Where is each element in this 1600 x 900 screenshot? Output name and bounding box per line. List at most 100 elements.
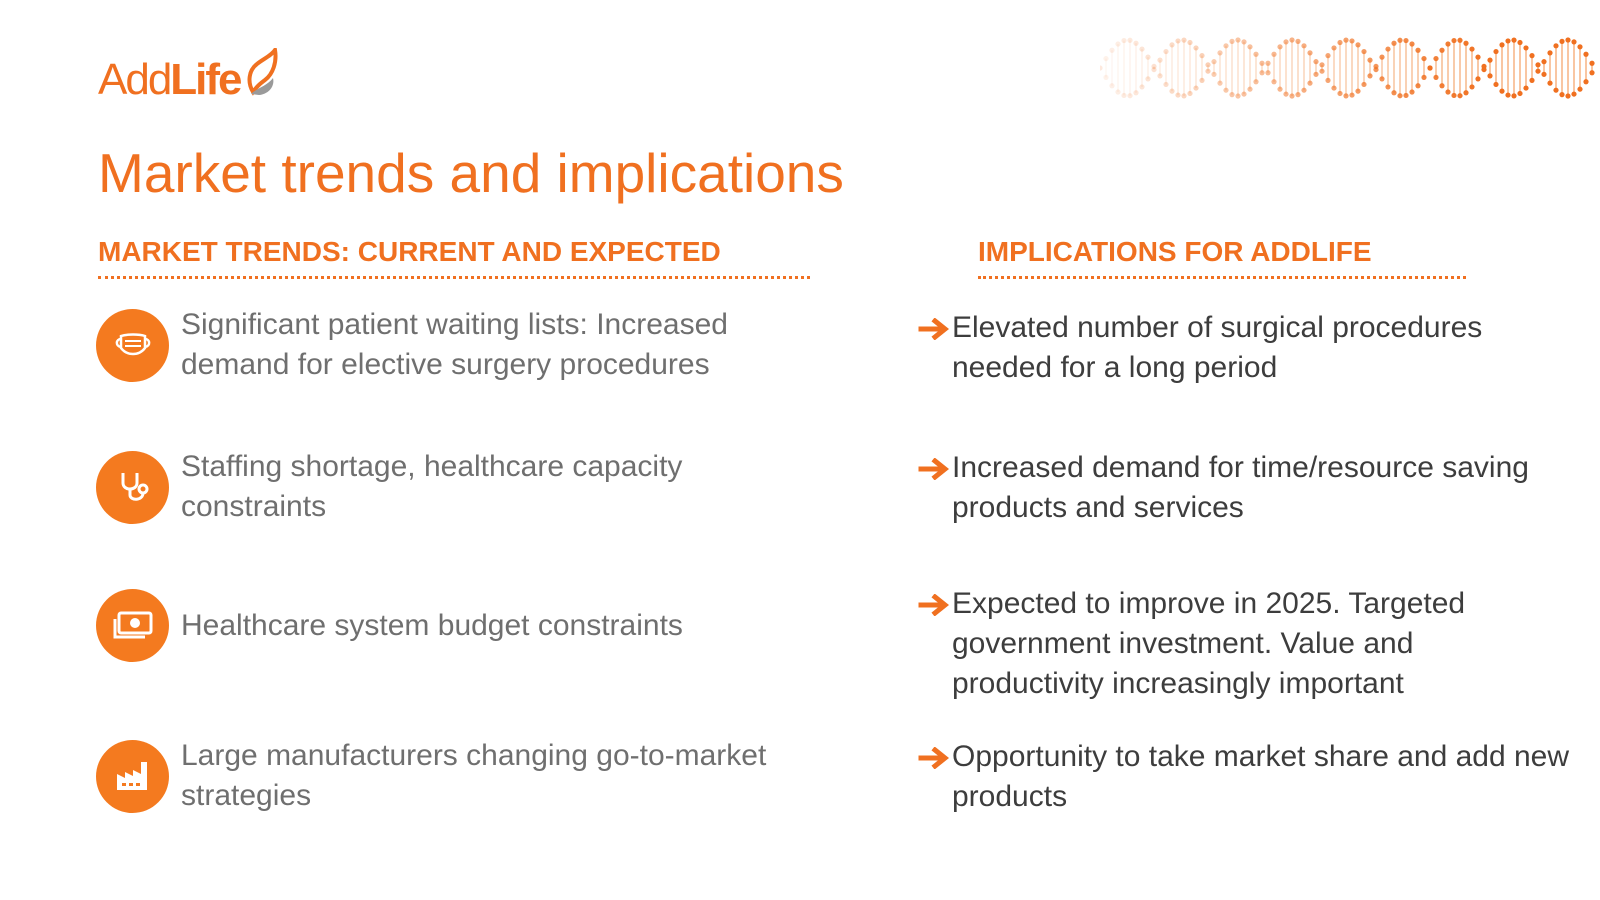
dna-node bbox=[1493, 81, 1499, 88]
dna-node bbox=[1205, 62, 1211, 68]
dna-node bbox=[1397, 37, 1403, 43]
dna-node bbox=[1487, 57, 1493, 63]
dna-node bbox=[1349, 92, 1355, 98]
dna-node bbox=[1211, 59, 1217, 65]
dna-node bbox=[1571, 39, 1577, 45]
dna-node bbox=[1193, 85, 1199, 91]
dna-node bbox=[1439, 83, 1445, 89]
dna-node bbox=[1445, 89, 1451, 95]
implication-item-4: Opportunity to take market share and add… bbox=[918, 737, 1572, 817]
dna-node bbox=[1157, 57, 1163, 63]
dna-node bbox=[1445, 41, 1451, 47]
dna-node bbox=[1325, 53, 1331, 59]
dna-node bbox=[1163, 81, 1169, 88]
dna-node bbox=[1421, 55, 1427, 62]
dna-node bbox=[1103, 74, 1109, 81]
dna-node bbox=[1283, 39, 1289, 45]
dna-node bbox=[1331, 45, 1337, 51]
dna-node bbox=[1319, 68, 1325, 74]
dna-node bbox=[1223, 87, 1229, 93]
page-title: Market trends and implications bbox=[98, 142, 844, 204]
dna-node bbox=[1361, 48, 1367, 55]
dna-node bbox=[1187, 39, 1193, 46]
dna-node bbox=[1355, 42, 1361, 48]
dna-node bbox=[1115, 89, 1121, 95]
dna-node bbox=[1253, 51, 1259, 57]
dna-node bbox=[1121, 37, 1127, 44]
implication-text: Expected to improve in 2025. Targeted go… bbox=[952, 587, 1466, 700]
dna-node bbox=[1175, 92, 1181, 98]
dna-node bbox=[1217, 80, 1223, 86]
dna-node bbox=[1241, 91, 1247, 97]
arrow-right-icon bbox=[918, 318, 950, 340]
dna-node bbox=[1463, 40, 1469, 46]
implications-header: IMPLICATIONS FOR ADDLIFE bbox=[978, 238, 1466, 279]
dna-node bbox=[1391, 90, 1397, 96]
dna-node bbox=[1565, 37, 1571, 43]
trend-text: Staffing shortage, healthcare capacity c… bbox=[181, 450, 683, 523]
dna-node bbox=[1589, 70, 1595, 76]
dna-node bbox=[1163, 48, 1169, 55]
face-mask-icon bbox=[96, 308, 169, 382]
dna-node bbox=[1277, 86, 1283, 92]
dna-node bbox=[1415, 83, 1421, 89]
dna-node bbox=[1187, 90, 1193, 97]
dna-node bbox=[1169, 88, 1175, 94]
dna-node bbox=[1265, 70, 1271, 76]
dna-node bbox=[1259, 70, 1265, 76]
dna-node bbox=[1589, 60, 1595, 66]
dna-node bbox=[1175, 38, 1181, 44]
dna-node bbox=[1577, 44, 1583, 50]
dna-node bbox=[1241, 39, 1247, 45]
dna-node bbox=[1319, 62, 1325, 68]
dna-node bbox=[1523, 45, 1529, 51]
dna-node bbox=[1169, 42, 1175, 48]
dna-node bbox=[1301, 87, 1307, 93]
dna-node bbox=[1229, 92, 1235, 98]
dna-node bbox=[1325, 77, 1331, 83]
dna-node bbox=[1403, 92, 1409, 99]
dna-node bbox=[1487, 73, 1493, 79]
dna-node bbox=[1385, 46, 1391, 52]
dna-node bbox=[1523, 85, 1529, 91]
dna-node bbox=[1133, 90, 1139, 96]
dna-node bbox=[1571, 91, 1577, 97]
dna-node bbox=[1289, 93, 1295, 99]
trend-text: Significant patient waiting lists: Incre… bbox=[181, 308, 728, 381]
dna-node bbox=[1583, 51, 1589, 57]
dna-node bbox=[1127, 93, 1133, 99]
dna-node bbox=[1493, 48, 1499, 55]
dna-node bbox=[1343, 93, 1349, 99]
dna-node bbox=[1115, 41, 1121, 47]
dna-node bbox=[1535, 62, 1541, 68]
money-icon bbox=[96, 589, 169, 662]
addlife-logo: AddLife bbox=[98, 42, 279, 102]
implication-text: Opportunity to take market share and add… bbox=[952, 740, 1570, 813]
dna-node bbox=[1439, 47, 1445, 53]
trend-item-budget: Healthcare system budget constraints bbox=[96, 589, 821, 662]
dna-node bbox=[1517, 39, 1523, 46]
dna-node bbox=[1283, 91, 1289, 97]
arrow-right-icon bbox=[918, 747, 950, 769]
dna-node bbox=[1235, 93, 1241, 99]
arrow-right-icon bbox=[918, 594, 950, 616]
dna-node bbox=[1409, 41, 1415, 47]
dna-node bbox=[1553, 43, 1559, 49]
dna-node bbox=[1379, 76, 1385, 82]
dna-node bbox=[1100, 65, 1103, 71]
dna-node bbox=[1475, 54, 1481, 60]
dna-node bbox=[1481, 63, 1487, 70]
arrow-right-icon bbox=[918, 458, 950, 480]
dna-node bbox=[1469, 46, 1475, 52]
dna-node bbox=[1139, 84, 1145, 90]
dna-node bbox=[1121, 92, 1127, 99]
dna-node bbox=[1109, 47, 1115, 53]
dna-node bbox=[1223, 43, 1229, 49]
dna-node bbox=[1307, 80, 1313, 86]
dna-node bbox=[1433, 74, 1439, 81]
dna-node bbox=[1145, 54, 1151, 60]
dna-node bbox=[1127, 37, 1133, 43]
dna-node bbox=[1379, 54, 1385, 60]
factory-icon bbox=[96, 739, 169, 813]
dna-node bbox=[1583, 79, 1589, 85]
